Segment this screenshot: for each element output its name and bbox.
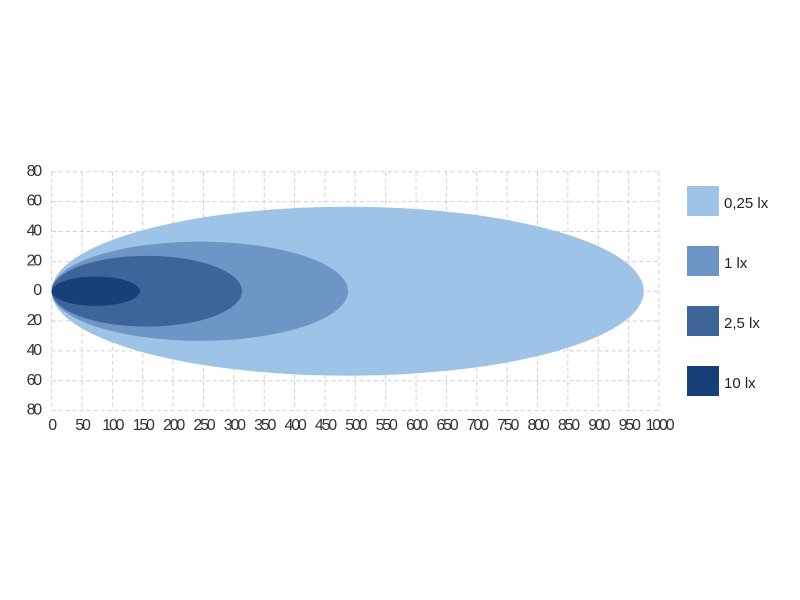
svg-text:900: 900 bbox=[588, 417, 610, 434]
svg-text:500: 500 bbox=[345, 417, 367, 434]
svg-text:100: 100 bbox=[102, 417, 124, 434]
svg-text:750: 750 bbox=[497, 417, 519, 434]
svg-text:60: 60 bbox=[27, 372, 43, 389]
svg-text:250: 250 bbox=[193, 417, 215, 434]
svg-text:10 lx: 10 lx bbox=[724, 375, 756, 392]
svg-text:0: 0 bbox=[48, 417, 57, 434]
svg-text:300: 300 bbox=[224, 417, 246, 434]
svg-text:450: 450 bbox=[315, 417, 337, 434]
svg-text:80: 80 bbox=[27, 402, 43, 419]
svg-text:50: 50 bbox=[75, 417, 91, 434]
svg-text:2,5 lx: 2,5 lx bbox=[724, 315, 760, 332]
svg-text:650: 650 bbox=[436, 417, 458, 434]
svg-text:0: 0 bbox=[33, 282, 42, 299]
svg-text:1000: 1000 bbox=[646, 417, 675, 434]
svg-text:550: 550 bbox=[376, 417, 398, 434]
svg-text:800: 800 bbox=[527, 417, 549, 434]
svg-text:40: 40 bbox=[27, 342, 43, 359]
svg-text:950: 950 bbox=[619, 417, 641, 434]
svg-text:20: 20 bbox=[27, 252, 43, 269]
svg-text:0,25 lx: 0,25 lx bbox=[724, 195, 769, 212]
svg-text:40: 40 bbox=[27, 222, 43, 239]
svg-text:700: 700 bbox=[467, 417, 489, 434]
svg-text:80: 80 bbox=[27, 163, 43, 180]
svg-text:200: 200 bbox=[163, 417, 185, 434]
svg-text:400: 400 bbox=[285, 417, 307, 434]
svg-text:600: 600 bbox=[406, 417, 428, 434]
svg-text:350: 350 bbox=[254, 417, 276, 434]
svg-text:850: 850 bbox=[558, 417, 580, 434]
svg-text:20: 20 bbox=[27, 312, 43, 329]
svg-text:60: 60 bbox=[27, 193, 43, 210]
svg-text:150: 150 bbox=[133, 417, 155, 434]
svg-text:1 lx: 1 lx bbox=[724, 255, 748, 272]
